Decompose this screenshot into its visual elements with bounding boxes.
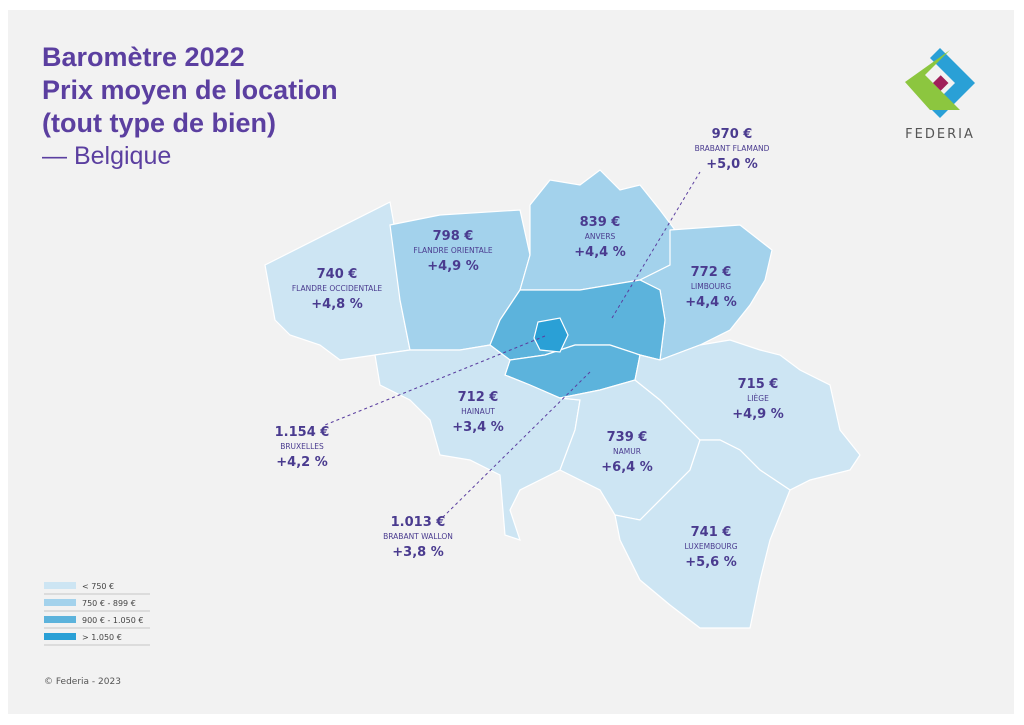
region <box>634 339 861 491</box>
region-price: 712 € <box>458 390 499 405</box>
title-line: Prix moyen de location <box>42 75 338 105</box>
region-price: 970 € <box>712 127 753 142</box>
region-price: 798 € <box>433 229 474 244</box>
region-name: LIÈGE <box>747 394 769 403</box>
region <box>533 317 569 353</box>
region-change: +3,8 % <box>392 545 443 560</box>
region-name: ANVERS <box>585 232 616 241</box>
region-name: BRABANT WALLON <box>383 532 453 541</box>
region-name: LIMBOURG <box>691 282 731 291</box>
region-price: 741 € <box>691 525 732 540</box>
title-line: Baromètre 2022 <box>42 42 245 72</box>
region-price: 772 € <box>691 265 732 280</box>
region-change: +4,4 % <box>574 245 625 260</box>
region-name: FLANDRE OCCIDENTALE <box>292 284 383 293</box>
footer: © Federia - 2023 <box>44 677 121 687</box>
region-change: +3,4 % <box>452 420 503 435</box>
legend-swatch <box>44 582 76 589</box>
subtitle: — Belgique <box>42 142 171 170</box>
region-price: 740 € <box>317 267 358 282</box>
region-change: +6,4 % <box>601 460 652 475</box>
region <box>614 439 791 629</box>
region-price: 1.013 € <box>391 515 446 530</box>
region-price: 839 € <box>580 215 621 230</box>
region-change: +4,4 % <box>685 295 736 310</box>
region-name: NAMUR <box>613 447 641 456</box>
legend-swatch <box>44 633 76 640</box>
legend-label: > 1.050 € <box>82 633 122 642</box>
logo-name: FEDERIA <box>905 127 975 142</box>
region-name: BRABANT FLAMAND <box>695 144 770 153</box>
region-name: LUXEMBOURG <box>684 542 737 551</box>
legend-label: 750 € - 899 € <box>82 599 136 608</box>
legend-swatch <box>44 616 76 623</box>
logo <box>905 48 975 118</box>
map <box>264 169 861 629</box>
region-change: +5,0 % <box>706 157 757 172</box>
region-change: +4,9 % <box>732 407 783 422</box>
region-change: +5,6 % <box>685 555 736 570</box>
region-price: 1.154 € <box>275 425 330 440</box>
region-name: FLANDRE ORIENTALE <box>413 246 492 255</box>
region-price: 715 € <box>738 377 779 392</box>
legend-label: < 750 € <box>82 582 114 591</box>
legend-label: 900 € - 1.050 € <box>82 616 143 625</box>
region <box>374 344 581 541</box>
region-price: 739 € <box>607 430 648 445</box>
region-change: +4,2 % <box>276 455 327 470</box>
region-name: BRUXELLES <box>280 442 324 451</box>
region-change: +4,9 % <box>427 259 478 274</box>
legend-swatch <box>44 599 76 606</box>
leader-lines <box>324 171 701 521</box>
region-change: +4,8 % <box>311 297 362 312</box>
title-line: (tout type de bien) <box>42 108 276 138</box>
region-name: HAINAUT <box>461 407 495 416</box>
